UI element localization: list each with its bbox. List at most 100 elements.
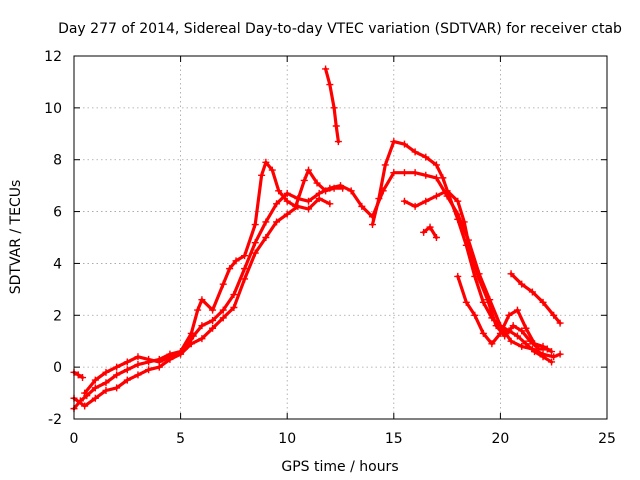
- data-point: [411, 169, 419, 177]
- data-point: [368, 221, 376, 229]
- data-point: [439, 174, 447, 182]
- data-point: [432, 234, 440, 241]
- data-point: [460, 218, 468, 226]
- y-tick-label: 10: [44, 101, 62, 117]
- plot-frame: [73, 55, 608, 420]
- data-point: [507, 270, 515, 278]
- data-point: [539, 342, 547, 350]
- data-point: [283, 197, 291, 205]
- y-tick-label: -2: [48, 412, 62, 428]
- series-track-main: [70, 169, 564, 413]
- data-point: [326, 81, 334, 89]
- series-segment-dip: [420, 223, 440, 241]
- series-trace: [83, 160, 345, 395]
- data-point: [145, 366, 153, 374]
- series-trace: [509, 272, 562, 325]
- data-point: [531, 348, 539, 356]
- data-point: [91, 376, 99, 384]
- data-point: [230, 291, 238, 299]
- data-point: [507, 337, 515, 345]
- data-point: [74, 371, 82, 379]
- data-point: [219, 306, 227, 314]
- x-tick-label: 15: [385, 431, 403, 447]
- data-point: [305, 205, 313, 213]
- data-point: [305, 197, 313, 205]
- data-point: [241, 252, 249, 260]
- data-point: [102, 379, 110, 387]
- data-point: [219, 280, 227, 288]
- data-point: [513, 332, 521, 340]
- data-point: [422, 171, 430, 179]
- series-trace: [72, 171, 562, 411]
- data-point: [422, 153, 430, 161]
- data-point: [400, 197, 408, 205]
- data-point: [219, 314, 227, 322]
- data-point: [187, 329, 195, 337]
- data-point: [315, 195, 323, 203]
- data-point: [123, 358, 131, 366]
- data-point: [339, 184, 347, 192]
- data-point: [400, 140, 408, 148]
- data-point: [334, 138, 342, 146]
- data-point: [79, 374, 87, 382]
- data-point: [294, 202, 302, 210]
- data-point: [462, 298, 470, 306]
- data-point: [488, 340, 496, 348]
- data-point: [209, 316, 217, 324]
- data-point: [134, 361, 142, 369]
- data-point: [454, 215, 462, 223]
- data-point: [251, 221, 259, 229]
- data-point: [501, 332, 509, 340]
- data-point: [305, 166, 313, 174]
- data-point: [556, 350, 564, 358]
- data-point: [531, 340, 539, 348]
- data-point: [454, 197, 462, 205]
- data-point: [496, 329, 504, 337]
- data-point: [411, 148, 419, 156]
- series-track-upper-west: [81, 158, 347, 397]
- data-point: [550, 353, 558, 361]
- data-point: [432, 192, 440, 200]
- data-point: [113, 363, 121, 371]
- data-point: [326, 200, 334, 208]
- data-point: [262, 218, 270, 226]
- data-point: [454, 272, 462, 280]
- data-point: [81, 389, 89, 397]
- data-point: [556, 319, 564, 327]
- data-point: [283, 210, 291, 218]
- series-track-east-low: [454, 272, 556, 356]
- axis-ticks: 0 5 10 15 20 25 -2 0 2 4 6 8 10 12: [44, 49, 616, 447]
- data-point: [518, 280, 526, 288]
- x-axis-label: GPS time / hours: [281, 459, 398, 475]
- y-tick-label: 6: [53, 205, 62, 221]
- data-point: [539, 353, 547, 361]
- series-track-east-mid: [400, 187, 551, 353]
- x-tick-label: 10: [278, 431, 296, 447]
- data-point: [262, 234, 270, 241]
- data-point: [232, 257, 240, 265]
- data-point: [432, 161, 440, 169]
- data-point: [411, 202, 419, 210]
- data-series: [70, 65, 564, 413]
- data-point: [102, 368, 110, 376]
- data-point: [381, 161, 389, 169]
- data-point: [155, 363, 163, 371]
- data-point: [91, 394, 99, 402]
- data-point: [475, 275, 483, 283]
- data-point: [230, 304, 238, 312]
- series-trace: [324, 67, 340, 144]
- data-point: [550, 311, 558, 319]
- data-point: [145, 355, 153, 363]
- data-point: [390, 169, 398, 177]
- data-point: [390, 138, 398, 146]
- data-point: [422, 197, 430, 205]
- data-point: [268, 166, 276, 174]
- data-point: [426, 223, 434, 231]
- data-point: [251, 249, 259, 257]
- y-tick-label: 4: [53, 256, 62, 272]
- data-point: [548, 358, 556, 366]
- data-point: [194, 306, 202, 314]
- data-point: [262, 158, 270, 166]
- data-point: [91, 384, 99, 392]
- data-point: [241, 265, 249, 273]
